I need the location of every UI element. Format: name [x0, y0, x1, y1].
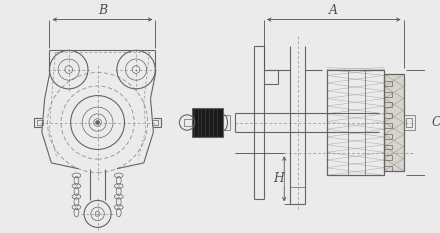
Bar [184, 119, 192, 126]
Bar [290, 187, 305, 204]
Text: H: H [273, 172, 283, 185]
Bar [407, 118, 412, 127]
Text: B: B [98, 4, 107, 17]
Circle shape [95, 121, 99, 124]
Bar [192, 108, 223, 137]
Bar [37, 120, 43, 125]
Text: C: C [432, 116, 440, 129]
Bar [384, 74, 403, 171]
Bar [152, 120, 158, 125]
Text: A: A [329, 4, 338, 17]
